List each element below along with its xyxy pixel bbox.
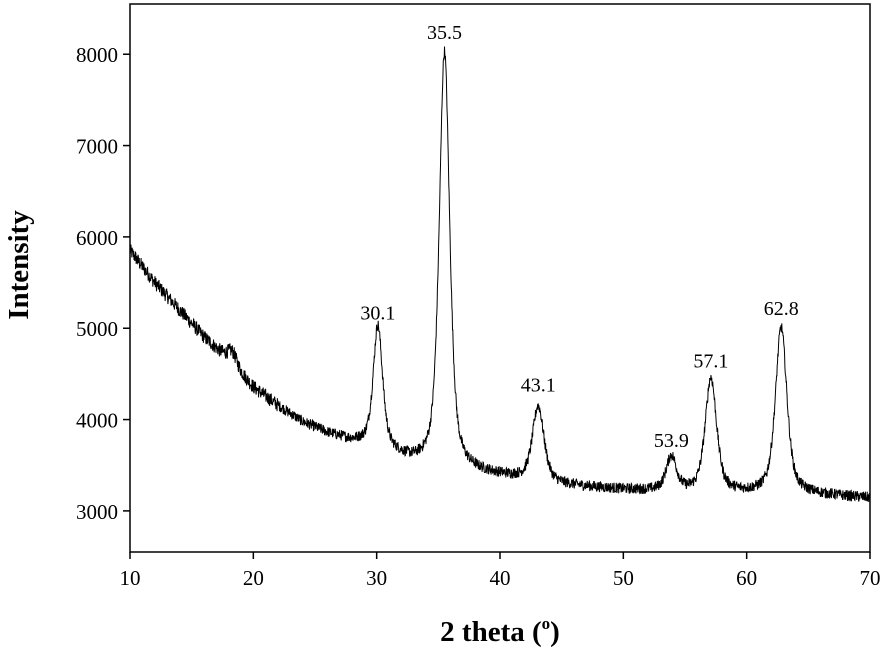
x-axis-ticks: 10 20 30 40 50 60 70 [120, 552, 881, 590]
y-tick-label: 7000 [76, 135, 118, 159]
peak-label: 53.9 [654, 430, 689, 452]
x-axis-title: 2 theta (o) [440, 614, 560, 648]
x-tick-label: 30 [366, 566, 387, 590]
y-axis-title: Intensity [3, 210, 35, 320]
peak-label: 62.8 [764, 298, 799, 320]
x-tick-label: 60 [736, 566, 757, 590]
x-axis-title-main: 2 theta ( [440, 616, 541, 648]
diffraction-pattern-line [129, 46, 871, 503]
x-tick-label: 70 [860, 566, 881, 590]
x-tick-label: 10 [120, 566, 141, 590]
y-tick-label: 3000 [76, 500, 118, 524]
x-tick-label: 40 [490, 566, 511, 590]
y-tick-label: 8000 [76, 43, 118, 67]
y-tick-label: 5000 [76, 317, 118, 341]
plot-frame [129, 3, 871, 553]
peak-label: 57.1 [693, 351, 728, 373]
peak-label: 43.1 [521, 374, 556, 396]
y-axis-ticks: 3000 4000 5000 6000 7000 8000 [76, 43, 130, 524]
peak-label: 35.5 [427, 22, 462, 44]
y-tick-label: 4000 [76, 409, 118, 433]
peak-labels: 30.1 35.5 43.1 53.9 57.1 62.8 [360, 22, 798, 452]
peak-label: 30.1 [360, 302, 395, 324]
x-axis-title-end: ) [550, 616, 560, 648]
y-tick-label: 6000 [76, 226, 118, 250]
x-tick-label: 20 [243, 566, 264, 590]
x-tick-label: 50 [613, 566, 634, 590]
x-axis-title-superscript: o [542, 614, 551, 633]
